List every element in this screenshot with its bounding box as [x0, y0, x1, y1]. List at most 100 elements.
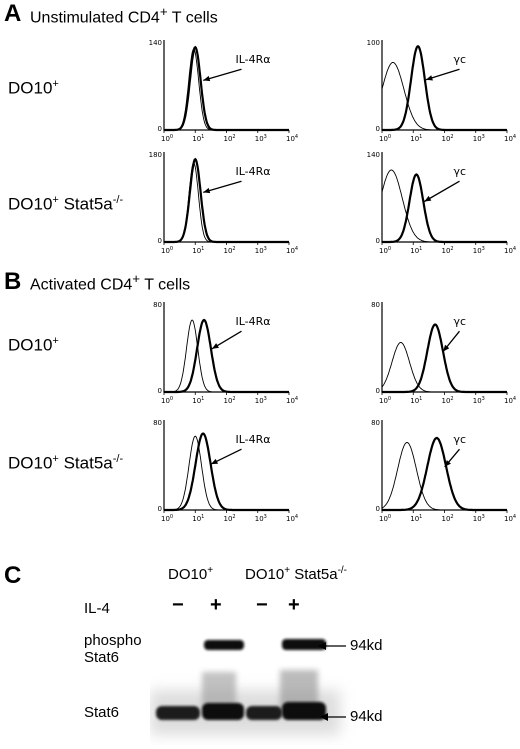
band-stat6-lane3: [246, 706, 282, 720]
row-label-b2: DO10+ Stat5a-/-: [8, 453, 124, 473]
row-label-a1: DO10+: [8, 78, 59, 98]
marker-label: IL-4Rα: [236, 53, 271, 66]
marker-label: IL-4Rα: [236, 165, 271, 178]
phospho-stat6-label-line1: phospho: [84, 632, 142, 649]
x-tick-label: 100: [161, 246, 173, 255]
band-phospho-lane2: [204, 640, 244, 650]
x-tick-label: 104: [286, 514, 298, 523]
histogram-act-stat5a-il4ra: 80 0 100 101 102 103 104 IL-4Rα: [150, 418, 298, 537]
blot-group-label-stat5a: DO10+ Stat5a-/-: [245, 565, 348, 583]
y-max-tick-label: 80: [371, 419, 380, 427]
y-max-tick-label: 140: [367, 151, 380, 159]
panel-a-title: Unstimulated CD4+ T cells: [30, 4, 218, 27]
x-tick-label: 100: [379, 134, 391, 143]
x-tick-label: 102: [224, 246, 236, 255]
marker-label: IL-4Rα: [236, 433, 271, 446]
histogram-unstim-stat5a-gammac: 140 0 100 101 102 103 104 γc: [367, 150, 516, 269]
x-tick-label: 100: [161, 514, 173, 523]
x-tick-label: 103: [473, 134, 485, 143]
x-tick-label: 104: [504, 514, 516, 523]
y-min-tick-label: 0: [376, 125, 380, 133]
x-tick-label: 102: [224, 396, 236, 405]
x-tick-label: 104: [286, 246, 298, 255]
band-stat6-lane1: [156, 706, 200, 720]
band-phospho-lane4: [282, 639, 326, 650]
y-max-tick-label: 80: [153, 301, 162, 309]
size-label-phospho: 94kd: [350, 637, 383, 654]
lane-3-sign: −: [256, 594, 268, 616]
y-min-tick-label: 0: [158, 505, 162, 513]
y-max-tick-label: 80: [371, 301, 380, 309]
x-tick-label: 101: [192, 134, 204, 143]
marker-label: γc: [454, 165, 467, 178]
blot-group-label-do10: DO10+: [168, 565, 214, 583]
x-tick-label: 100: [161, 134, 173, 143]
histogram-act-do10-il4ra: 80 0 100 101 102 103 104 IL-4Rα: [150, 300, 298, 419]
x-tick-label: 102: [224, 514, 236, 523]
y-min-tick-label: 0: [158, 387, 162, 395]
panel-b-title: Activated CD4+ T cells: [30, 271, 191, 294]
x-tick-label: 101: [192, 514, 204, 523]
axes: [381, 420, 507, 511]
x-tick-label: 102: [442, 396, 454, 405]
marker-arrow: [203, 180, 242, 193]
x-tick-label: 103: [255, 514, 267, 523]
control-histogram: [164, 319, 289, 393]
x-tick-label: 100: [379, 396, 391, 405]
row-label-b1: DO10+: [8, 335, 59, 355]
stained-histogram: [164, 432, 289, 512]
row-label-a2: DO10+ Stat5a-/-: [8, 194, 124, 214]
x-tick-label: 104: [504, 134, 516, 143]
stained-histogram: [164, 318, 289, 394]
x-tick-label: 101: [192, 246, 204, 255]
y-min-tick-label: 0: [376, 237, 380, 245]
y-min-tick-label: 0: [376, 505, 380, 513]
control-histogram: [381, 169, 507, 243]
histogram-act-stat5a-gammac: 80 0 100 101 102 103 104 γc: [368, 418, 516, 537]
x-tick-label: 101: [410, 396, 422, 405]
marker-label: γc: [454, 433, 467, 446]
histogram-unstim-do10-gammac: 100 0 100 101 102 103 104 γc: [367, 38, 516, 157]
treatment-label: IL-4: [84, 600, 110, 617]
x-tick-label: 104: [504, 396, 516, 405]
panel-letter-b: B: [4, 268, 22, 295]
x-tick-label: 100: [379, 514, 391, 523]
panel-letter-a: A: [4, 0, 22, 27]
stained-histogram: [382, 323, 507, 394]
lane-2-sign: +: [210, 594, 222, 616]
control-histogram: [381, 442, 507, 511]
lane-1-sign: −: [172, 594, 184, 616]
marker-arrow: [424, 180, 460, 203]
y-max-tick-label: 180: [149, 151, 162, 159]
stained-histogram: [164, 45, 289, 132]
x-tick-label: 102: [442, 134, 454, 143]
stained-histogram: [382, 173, 507, 244]
histogram-act-do10-gammac: 80 0 100 101 102 103 104 γc: [368, 300, 516, 419]
band-stat6-lane4: [282, 702, 326, 720]
y-max-tick-label: 140: [149, 39, 162, 47]
histogram-unstim-do10-il4ra: 140 0 100 101 102 103 104 IL-4Rα: [149, 38, 298, 157]
x-tick-label: 102: [442, 246, 454, 255]
band-stat6-lane2: [202, 703, 244, 720]
panel-letter-c: C: [4, 562, 22, 589]
x-tick-label: 101: [410, 514, 422, 523]
histogram-unstim-stat5a-il4ra: 180 0 100 101 102 103 104 IL-4Rα: [149, 150, 298, 269]
x-tick-label: 100: [161, 396, 173, 405]
axes: [381, 40, 507, 131]
x-tick-label: 104: [504, 246, 516, 255]
x-tick-label: 103: [473, 246, 485, 255]
size-label-stat6: 94kd: [350, 708, 383, 725]
x-tick-label: 100: [379, 246, 391, 255]
marker-arrow: [203, 68, 242, 81]
lane-4-sign: +: [288, 594, 300, 616]
stained-histogram: [164, 157, 289, 244]
x-tick-label: 101: [410, 134, 422, 143]
x-tick-label: 102: [442, 514, 454, 523]
marker-label: γc: [454, 53, 467, 66]
y-min-tick-label: 0: [158, 237, 162, 245]
y-max-tick-label: 100: [367, 39, 380, 47]
y-max-tick-label: 80: [153, 419, 162, 427]
y-min-tick-label: 0: [158, 125, 162, 133]
marker-label: IL-4Rα: [236, 315, 271, 328]
x-tick-label: 103: [255, 246, 267, 255]
